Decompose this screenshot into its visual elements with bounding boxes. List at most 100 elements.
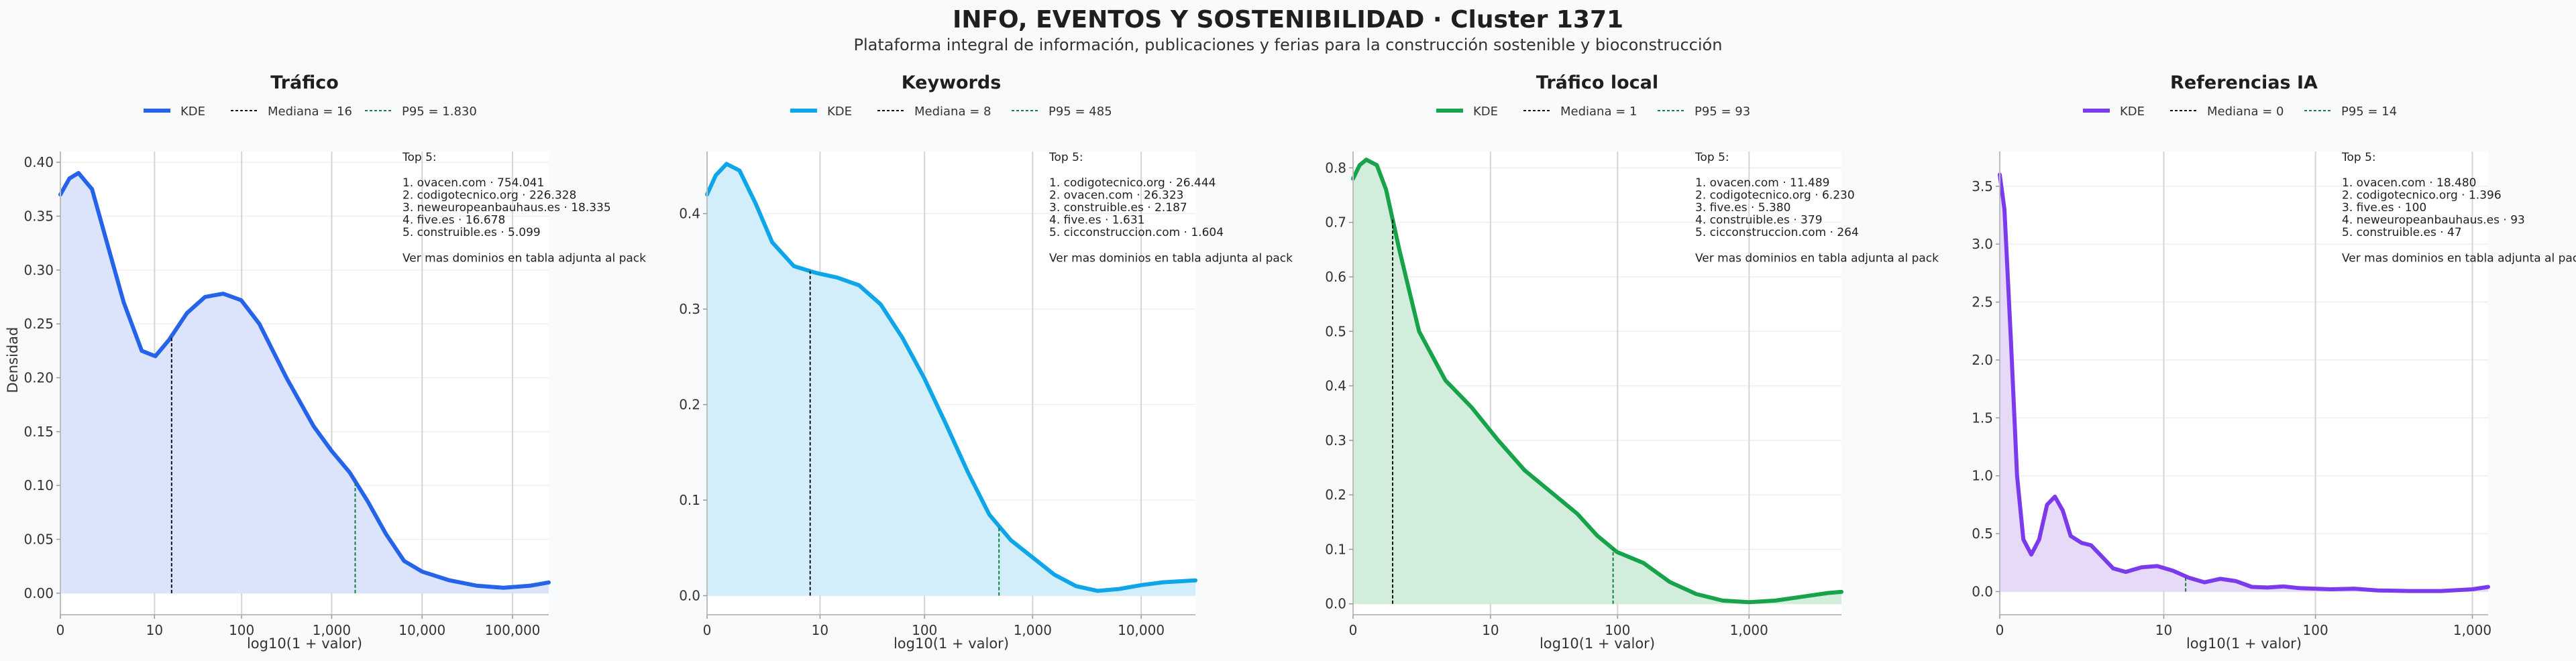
top5-item: 1. ovacen.com · 11.489 [1695,176,1830,190]
legend-p95-label: P95 = 14 [2341,105,2397,119]
x-tick-label: 10,000 [398,622,445,638]
y-tick-label: 0.8 [1325,160,1346,176]
top5-item: 1. codigotecnico.org · 26.444 [1049,176,1216,190]
y-tick-label: 3.0 [1972,236,1993,252]
y-tick-label: 0.2 [1325,487,1346,503]
top5-item: 5. construible.es · 5.099 [402,226,541,239]
y-tick-label: 0.35 [23,208,54,224]
top5-item: 2. codigotecnico.org · 6.230 [1695,189,1855,202]
top5-item: 5. construible.es · 47 [2342,226,2462,239]
top5-footer: Ver mas dominios en tabla adjunta al pac… [2342,252,2576,265]
y-tick-label: 0.15 [23,424,54,440]
x-tick-label: 100,000 [485,622,541,638]
top5-heading: Top 5: [2341,151,2376,164]
y-tick-label: 0.3 [1325,432,1346,448]
legend-kde-label: KDE [1473,105,1498,119]
x-axis-label: log10(1 + valor) [1540,636,1655,652]
x-tick-label: 10 [146,622,163,638]
kde-line [1351,158,1843,605]
legend-kde-label: KDE [2120,105,2145,119]
y-tick-label: 0.0 [679,588,700,604]
y-tick-label: 0.00 [23,585,54,601]
top5-heading: Top 5: [402,151,437,164]
top5-item: 4. construible.es · 379 [1695,214,1823,227]
figure-subtitle: Plataforma integral de información, publ… [854,36,1723,54]
legend-median-label: Mediana = 16 [268,105,352,119]
top5-heading: Top 5: [1695,151,1729,164]
y-tick-label: 3.5 [1972,178,1993,194]
chart-panel-2: Keywords KDE Mediana = 8 P95 = 485 0.0 0.1 0.2… [679,72,1293,652]
top5-item: 5. cicconstruccion.com · 1.604 [1049,226,1224,239]
top5-item: 4. five.es · 1.631 [1049,214,1144,227]
x-tick-label: 100 [2303,622,2328,638]
y-tick-label: 0.2 [679,397,700,413]
legend-median-label: Mediana = 8 [914,105,991,119]
y-tick-label: 0.4 [1325,378,1346,394]
kde-area [707,164,1195,596]
top5-item: 4. five.es · 16.678 [402,214,505,227]
x-tick-label: 100 [912,622,937,638]
x-tick-label: 0 [703,622,712,638]
top5-item: 5. cicconstruccion.com · 264 [1695,226,1859,239]
top5-item: 3. five.es · 100 [2342,201,2426,215]
chart-panel-4: Referencias IA KDE Mediana = 0 P95 = 14 0.0 0… [1972,72,2576,652]
y-tick-label: 0.5 [1325,323,1346,339]
y-tick-label: 0.0 [1972,583,1993,599]
y-tick-label: 0.20 [23,369,54,385]
y-tick-label: 1.5 [1972,410,1993,426]
legend-kde-label: KDE [180,105,205,119]
legend-kde-label: KDE [827,105,852,119]
y-tick-label: 0.7 [1325,215,1346,231]
x-axis-label: log10(1 + valor) [2186,636,2302,652]
y-tick-label: 0.05 [23,532,54,548]
y-axis-label: Densidad [5,327,21,394]
legend-p95-label: P95 = 1.830 [402,105,477,119]
y-tick-label: 0.5 [1972,526,1993,542]
legend-median-label: Mediana = 0 [2207,105,2284,119]
chart-panel-1: Tráfico KDE Mediana = 16 P95 = 1.830 0.00 0.0… [23,72,646,652]
x-tick-label: 0 [1996,622,2004,638]
top5-item: 3. five.es · 5.380 [1695,201,1790,215]
top5-item: 3. neweuropeanbauhaus.es · 18.335 [402,201,611,215]
kde-area [2000,174,2488,592]
panel-title: Tráfico local [1536,72,1658,93]
kde-line [58,171,551,590]
x-tick-label: 0 [1349,622,1358,638]
top5-item: 2. codigotecnico.org · 226.328 [402,189,576,202]
x-axis-label: log10(1 + valor) [894,636,1009,652]
figure-title: INFO, EVENTOS Y SOSTENIBILIDAD · Cluster… [953,6,1623,34]
top5-item: 2. ovacen.com · 26.323 [1049,189,1184,202]
y-tick-label: 0.4 [679,206,700,222]
x-tick-label: 100 [1605,622,1630,638]
kde-area [1353,160,1841,604]
x-tick-label: 1,000 [313,622,351,638]
x-tick-label: 10 [1482,622,1499,638]
x-tick-label: 10 [2155,622,2172,638]
y-tick-label: 0.0 [1325,596,1346,612]
top5-item: 4. neweuropeanbauhaus.es · 93 [2342,214,2525,227]
y-tick-label: 2.0 [1972,352,1993,368]
panel-title: Keywords [902,72,1002,93]
top5-item: 1. ovacen.com · 754.041 [402,176,544,190]
x-tick-label: 0 [56,622,65,638]
x-tick-label: 1,000 [1014,622,1052,638]
y-tick-label: 0.1 [679,492,700,508]
x-tick-label: 1,000 [1730,622,1768,638]
top5-item: 2. codigotecnico.org · 1.396 [2342,189,2502,202]
y-tick-label: 0.3 [679,301,700,317]
legend-p95-label: P95 = 485 [1049,105,1112,119]
top5-heading: Top 5: [1049,151,1083,164]
y-tick-label: 2.5 [1972,294,1993,310]
legend-median-label: Mediana = 1 [1560,105,1637,119]
kde-line [705,162,1197,593]
y-tick-label: 1.0 [1972,468,1993,484]
kde-line [1998,172,2490,593]
x-tick-label: 100 [229,622,254,638]
x-tick-label: 10 [812,622,828,638]
y-tick-label: 0.6 [1325,269,1346,285]
top5-footer: Ver mas dominios en tabla adjunta al pac… [1049,252,1293,265]
chart-panel-3: Tráfico local KDE Mediana = 1 P95 = 93 0.0 0.… [1325,72,1939,652]
top5-footer: Ver mas dominios en tabla adjunta al pac… [1695,252,1939,265]
